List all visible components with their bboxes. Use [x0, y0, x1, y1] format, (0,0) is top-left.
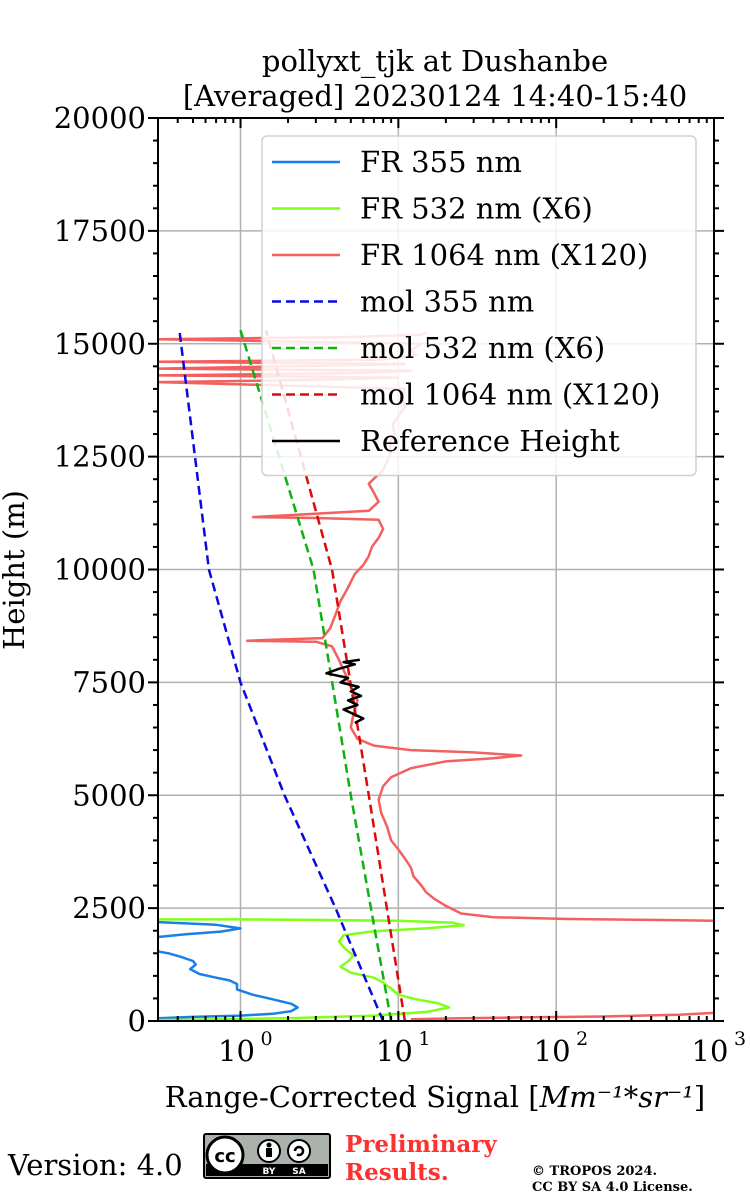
cc-license-badge[interactable]: cc BY SA: [203, 1133, 331, 1179]
version-label: Version: 4.0: [8, 1148, 183, 1182]
ticks: 10 0 10 1 10 2 10 30250050007500100001250015000…: [54, 101, 746, 1068]
y-tick-label: 2500: [72, 891, 146, 925]
x-tick-exponent: 1: [418, 1028, 430, 1050]
y-tick-label: 15000: [54, 327, 146, 361]
x-axis-label-suffix: ]: [694, 1080, 705, 1114]
legend-label: mol 532 nm (X6): [360, 331, 605, 365]
chart-subtitle: [Averaged] 20230124 14:40-15:40: [183, 79, 687, 113]
y-tick-label: 12500: [54, 440, 146, 474]
series-line-fr-355-nm: [158, 949, 299, 1020]
series-line-fr-1064-nm-x120: [410, 1011, 714, 1021]
legend-label: FR 1064 nm (X120): [360, 238, 648, 272]
y-axis-label: Height (m): [0, 490, 31, 650]
legend-label: mol 1064 nm (X120): [360, 378, 661, 412]
copyright-line2: CC BY SA 4.0 License.: [532, 1180, 693, 1195]
x-tick-label: 10: [692, 1034, 729, 1068]
y-tick-label: 7500: [72, 665, 146, 699]
y-tick-label: 0: [128, 1004, 146, 1038]
y-tick-label: 20000: [54, 101, 146, 135]
by-icon-head: [266, 1142, 272, 1148]
series-line-mol-355-nm: [178, 330, 385, 1021]
legend-label: FR 532 nm (X6): [360, 192, 593, 226]
series-line-fr-355-nm: [158, 920, 242, 939]
x-tick-label: 10: [534, 1034, 571, 1068]
cc-icon: [205, 1135, 245, 1175]
series-line-fr-532-nm-x6: [158, 918, 466, 1021]
series-line-reference-height: [325, 658, 365, 725]
legend: FR 355 nm FR 532 nm (X6) FR 1064 nm (X120)…: [261, 135, 697, 477]
cc-icon-label: cc: [214, 1146, 235, 1167]
y-tick-label: 5000: [72, 778, 146, 812]
legend-label: Reference Height: [360, 424, 620, 458]
y-tick-label: 17500: [54, 214, 146, 248]
x-tick-exponent: 3: [734, 1028, 746, 1050]
copyright-line1: © TROPOS 2024.: [532, 1164, 658, 1179]
x-tick-exponent: 0: [261, 1028, 273, 1050]
cc-by-label: BY: [263, 1167, 276, 1177]
x-tick-label: 10: [376, 1034, 413, 1068]
x-axis-label-unit: Mm⁻¹*sr⁻¹: [539, 1080, 694, 1114]
x-tick-exponent: 2: [576, 1028, 588, 1050]
legend-label: FR 355 nm: [360, 145, 522, 179]
by-icon-body: [266, 1148, 272, 1157]
y-tick-label: 10000: [54, 553, 146, 587]
copyright-note: © TROPOS 2024. CC BY SA 4.0 License.: [532, 1164, 693, 1196]
legend-box: [261, 135, 697, 477]
chart: pollyxt_tjk at Dushanbe [Averaged] 20230…: [0, 44, 746, 1114]
preliminary-results-note: Preliminary Results.: [345, 1131, 497, 1187]
preliminary-line1: Preliminary: [345, 1131, 497, 1158]
sa-icon: [287, 1139, 311, 1163]
cc-sa-label: SA: [292, 1167, 305, 1177]
x-tick-label: 10: [218, 1034, 255, 1068]
x-axis-label: Range-Corrected Signal [Mm⁻¹*sr⁻¹]: [165, 1080, 706, 1114]
preliminary-line2: Results.: [345, 1159, 449, 1186]
series-layer: [158, 329, 714, 1021]
legend-label: mol 355 nm: [360, 285, 534, 319]
chart-title: pollyxt_tjk at Dushanbe: [262, 44, 608, 79]
x-axis-label-prefix: Range-Corrected Signal [: [165, 1080, 540, 1114]
series-line-mol-532-nm-x6: [239, 329, 393, 1021]
series-line-fr-1064-nm-x120: [158, 331, 714, 923]
sa-icon-arrow: [293, 1145, 305, 1157]
